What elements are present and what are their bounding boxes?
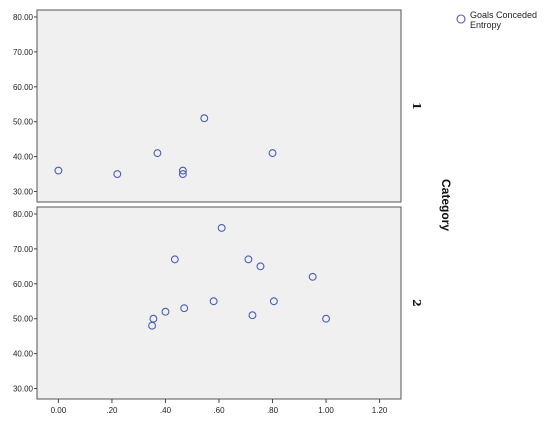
panel-frame: [36, 206, 402, 400]
data-point: [180, 304, 189, 313]
y-tick-label: 50.00: [13, 315, 34, 324]
data-point: [217, 223, 226, 232]
facet-title: Category: [439, 179, 453, 231]
x-tick-label: .20: [106, 406, 118, 415]
panel-frame: [36, 9, 402, 203]
data-point: [322, 314, 331, 323]
y-tick-label: 60.00: [13, 280, 34, 289]
data-point: [244, 255, 253, 264]
x-tick-label: 0.00: [51, 406, 67, 415]
data-point: [268, 149, 277, 158]
legend-label-line2: Entropy: [470, 20, 502, 30]
y-tick-label: 80.00: [13, 210, 34, 219]
data-point: [269, 297, 278, 306]
x-tick-label: .80: [267, 406, 279, 415]
x-tick-label: 1.00: [318, 406, 334, 415]
y-tick-label: 30.00: [13, 188, 34, 197]
y-tick-label: 40.00: [13, 350, 34, 359]
y-tick-label: 50.00: [13, 118, 34, 127]
panel-2: 30.00 40.00 50.00 60.00 70.00 80.00 2: [13, 206, 423, 400]
data-point: [256, 262, 265, 271]
data-point: [149, 314, 158, 323]
panel-label-1: 1: [410, 102, 423, 110]
panel-label-2: 2: [410, 299, 423, 307]
y-tick-label: 70.00: [13, 245, 34, 254]
data-point: [113, 170, 122, 179]
data-point: [161, 307, 170, 316]
y-tick-label: 80.00: [13, 13, 34, 22]
data-point: [248, 311, 257, 320]
x-tick-label: .60: [213, 406, 225, 415]
y-tick-label: 40.00: [13, 153, 34, 162]
y-tick-label: 60.00: [13, 83, 34, 92]
panel-1: 30.00 40.00 50.00 60.00 70.00 80.00 1: [13, 9, 423, 203]
data-point: [54, 166, 63, 175]
data-point: [200, 114, 209, 123]
data-point: [178, 170, 187, 179]
legend-marker: [456, 14, 466, 24]
y-tick-label: 30.00: [13, 385, 34, 394]
data-point: [209, 297, 218, 306]
x-tick-label: .40: [160, 406, 172, 415]
y-tick-label: 70.00: [13, 48, 34, 57]
x-tick-label: 1.20: [372, 406, 388, 415]
data-point: [170, 255, 179, 264]
data-point: [308, 272, 317, 281]
data-point: [153, 149, 162, 158]
legend-label-line1: Goals Conceded: [470, 10, 537, 20]
data-point: [178, 166, 187, 175]
